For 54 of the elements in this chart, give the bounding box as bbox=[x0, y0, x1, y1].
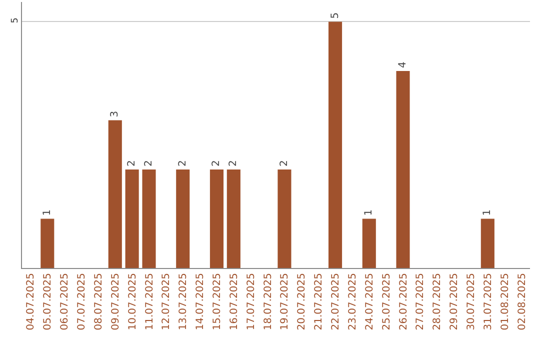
data-label: 2 bbox=[228, 160, 240, 166]
x-tick-label: 05.07.2025 bbox=[42, 273, 54, 330]
x-tick-label: 15.07.2025 bbox=[212, 273, 223, 330]
data-label: 3 bbox=[110, 110, 121, 118]
x-tick-label: 07.07.2025 bbox=[76, 273, 88, 330]
x-tick-label: 29.07.2025 bbox=[449, 273, 460, 330]
x-tick-label: 25.07.2025 bbox=[381, 273, 392, 330]
x-tick-label: 11.07.2025 bbox=[144, 273, 156, 330]
x-tick-label: 22.07.2025 bbox=[330, 273, 342, 330]
x-tick-label: 08.07.2025 bbox=[93, 273, 104, 330]
bar bbox=[328, 22, 342, 268]
bar bbox=[108, 120, 122, 268]
x-tick-label: 13.07.2025 bbox=[178, 273, 190, 330]
bar bbox=[226, 169, 240, 268]
bar bbox=[396, 70, 410, 268]
x-tick-label: 23.07.2025 bbox=[347, 273, 358, 330]
bar bbox=[278, 169, 292, 268]
x-tick-label: 26.07.2025 bbox=[398, 273, 410, 330]
x-tick-label: 24.07.2025 bbox=[364, 273, 376, 330]
data-label: 2 bbox=[278, 160, 290, 166]
x-tick-label: 19.07.2025 bbox=[280, 273, 291, 330]
x-tick-label: 16.07.2025 bbox=[228, 273, 240, 330]
x-tick-label: 21.07.2025 bbox=[314, 273, 325, 330]
x-tick-label: 12.07.2025 bbox=[161, 273, 172, 330]
data-label: 4 bbox=[398, 62, 408, 68]
x-tick-label: 01.08.2025 bbox=[500, 273, 511, 330]
bar bbox=[142, 169, 156, 268]
data-label: 2 bbox=[144, 160, 154, 166]
x-tick-label: 17.07.2025 bbox=[246, 273, 257, 330]
x-tick-label: 14.07.2025 bbox=[195, 273, 206, 330]
bar bbox=[480, 218, 494, 268]
data-label: 1 bbox=[42, 209, 53, 216]
bar bbox=[125, 169, 139, 268]
data-label: 2 bbox=[177, 160, 188, 166]
x-tick-label: 09.07.2025 bbox=[110, 273, 122, 330]
data-label: 2 bbox=[211, 160, 222, 166]
x-tick-label: 04.07.2025 bbox=[26, 273, 37, 330]
bar bbox=[40, 218, 54, 268]
x-tick-label: 28.07.2025 bbox=[432, 273, 444, 330]
x-tick-label: 18.07.2025 bbox=[262, 273, 274, 330]
x-tick-label: 20.07.2025 bbox=[296, 273, 308, 330]
x-tick-label: 27.07.2025 bbox=[415, 273, 426, 330]
x-tick-label: 06.07.2025 bbox=[60, 273, 71, 330]
x-tick-label: 02.08.2025 bbox=[516, 273, 528, 330]
bar bbox=[176, 169, 190, 268]
bar bbox=[210, 169, 224, 268]
bar bbox=[362, 218, 376, 268]
data-label: 1 bbox=[364, 209, 375, 216]
x-tick-label: 30.07.2025 bbox=[466, 273, 477, 330]
x-tick-label: 10.07.2025 bbox=[127, 273, 138, 330]
x-tick-label: 31.07.2025 bbox=[482, 273, 494, 330]
data-label: 5 bbox=[330, 12, 341, 19]
data-label: 1 bbox=[482, 209, 494, 216]
data-label: 2 bbox=[126, 160, 138, 166]
